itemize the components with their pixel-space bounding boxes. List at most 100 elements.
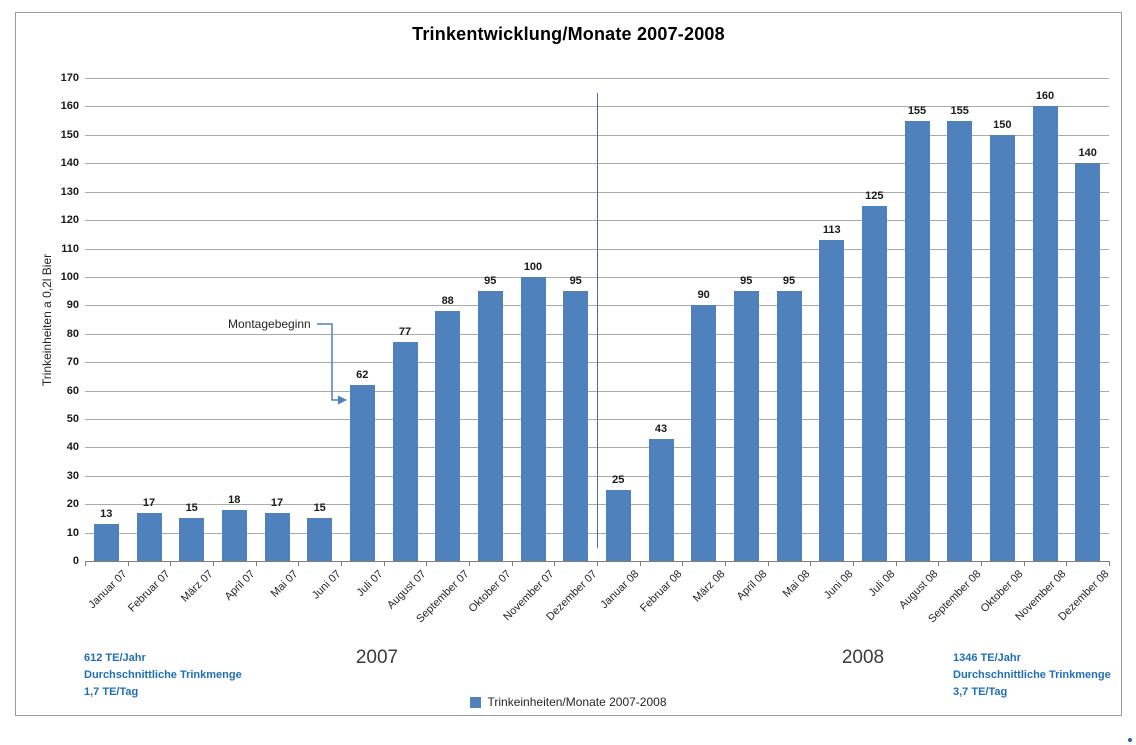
y-tick-label: 40	[66, 441, 79, 454]
stats-2007-line: 612 TE/Jahr	[84, 652, 146, 664]
y-tick-label: 30	[66, 469, 79, 482]
y-tick-label: 20	[66, 498, 79, 511]
legend-label: Trinkeinheiten/Monate 2007-2008	[487, 695, 667, 709]
bar-value-label: 13	[100, 508, 113, 521]
x-tick-mark	[298, 561, 300, 566]
x-tick-mark	[383, 561, 385, 566]
x-tick-mark	[853, 561, 854, 566]
y-tick-label: 10	[66, 526, 79, 539]
bar-value-label: 100	[523, 260, 543, 273]
stats-2008-line: Durchschnittliche Trinkmenge	[953, 669, 1111, 681]
y-tick-label: 80	[66, 327, 79, 340]
bar	[904, 120, 930, 561]
bar	[733, 291, 759, 561]
y-tick-label: 150	[60, 128, 79, 141]
x-category-label: Dezember 08	[1055, 568, 1112, 624]
x-tick-mark	[682, 561, 684, 566]
bar-value-label: 155	[950, 104, 969, 117]
bar	[520, 276, 546, 561]
bar	[776, 291, 802, 561]
cursor-artifact-dot	[1128, 738, 1132, 742]
legend: Trinkeinheiten/Monate 2007-2008	[16, 695, 1121, 709]
year-label-2007: 2007	[355, 647, 399, 668]
bar	[861, 205, 887, 561]
x-tick-mark	[554, 561, 556, 566]
bar-value-label: 43	[654, 422, 668, 435]
y-tick-label: 90	[66, 299, 79, 312]
x-tick-mark	[767, 561, 769, 566]
bar-value-label: 18	[228, 493, 241, 506]
bar	[307, 518, 333, 561]
y-tick-label: 130	[60, 185, 79, 198]
bar	[221, 509, 247, 561]
y-tick-label: 0	[72, 555, 79, 567]
bar	[605, 490, 631, 561]
bar-value-label: 77	[398, 326, 412, 339]
y-tick-label: 120	[60, 214, 79, 227]
bar	[1075, 163, 1101, 561]
bar	[93, 524, 119, 561]
stats-2007-line: 1,7 TE/Tag	[84, 686, 139, 698]
bar-value-label: 140	[1078, 147, 1097, 160]
y-tick-label: 140	[60, 157, 79, 170]
year-label-2008: 2008	[841, 647, 885, 668]
bar-value-label: 88	[441, 295, 454, 307]
bar	[1032, 106, 1058, 561]
bar-value-label: 113	[822, 223, 841, 236]
x-tick-mark	[597, 561, 598, 566]
x-tick-mark	[639, 561, 641, 566]
y-tick-label: 110	[61, 242, 79, 255]
stats-2007: 612 TE/Jahr Durchschnittliche Trinkmenge…	[84, 650, 242, 701]
x-tick-mark	[213, 561, 214, 566]
bar-value-label: 15	[185, 502, 198, 515]
bar-value-label: 125	[865, 189, 884, 202]
x-tick-mark	[341, 561, 342, 566]
year-divider-line	[597, 93, 598, 548]
legend-swatch-icon	[470, 696, 482, 708]
x-tick-mark	[1109, 561, 1110, 566]
y-tick-label: 170	[60, 72, 79, 84]
y-tick-label: 70	[66, 356, 79, 369]
bar	[648, 438, 674, 561]
bar	[435, 311, 461, 561]
bar-value-label: 150	[993, 118, 1012, 131]
x-tick-mark	[725, 561, 726, 566]
x-tick-mark	[85, 561, 86, 566]
y-tick-label: 60	[66, 384, 79, 397]
plot-area: 0 10 20 30 40 50 60 70 80 90 100 110 120 130 140 150 160…	[16, 13, 1121, 715]
stats-2008-line: 3,7 TE/Tag	[953, 686, 1008, 698]
bar	[947, 120, 973, 561]
bar	[264, 512, 290, 561]
bar-value-label: 95	[484, 275, 497, 288]
bar-value-label: 160	[1035, 90, 1055, 103]
bar-value-label: 15	[313, 502, 326, 515]
bar	[563, 291, 589, 561]
bar-value-label: 25	[612, 474, 625, 486]
x-tick-mark	[170, 561, 172, 566]
bar-value-label: 90	[697, 289, 710, 302]
x-tick-mark	[255, 561, 257, 566]
x-tick-mark	[810, 561, 812, 566]
bar-value-label: 155	[907, 104, 927, 117]
bar	[392, 342, 418, 561]
x-tick-mark	[469, 561, 470, 566]
bar	[989, 134, 1015, 561]
bar-value-label: 95	[740, 275, 753, 288]
x-tick-mark	[981, 561, 982, 566]
bar-value-label: 95	[569, 275, 582, 288]
bar-value-label: 17	[142, 496, 156, 509]
x-tick-mark	[1066, 561, 1068, 566]
chart-title: Trinkentwicklung/Monate 2007-2008	[412, 24, 725, 44]
bar-value-label: 62	[356, 368, 369, 381]
stats-2008-line: 1346 TE/Jahr	[953, 652, 1021, 664]
bar	[349, 384, 375, 561]
bar	[691, 305, 717, 561]
bar	[179, 518, 205, 561]
x-tick-mark	[511, 561, 513, 566]
annotation-montagebeginn: Montagebeginn	[228, 317, 311, 331]
x-tick-mark	[426, 561, 428, 566]
x-tick-mark	[1023, 561, 1025, 566]
x-tick-mark	[895, 561, 897, 566]
y-tick-label: 100	[60, 270, 79, 283]
x-tick-mark	[127, 561, 129, 566]
